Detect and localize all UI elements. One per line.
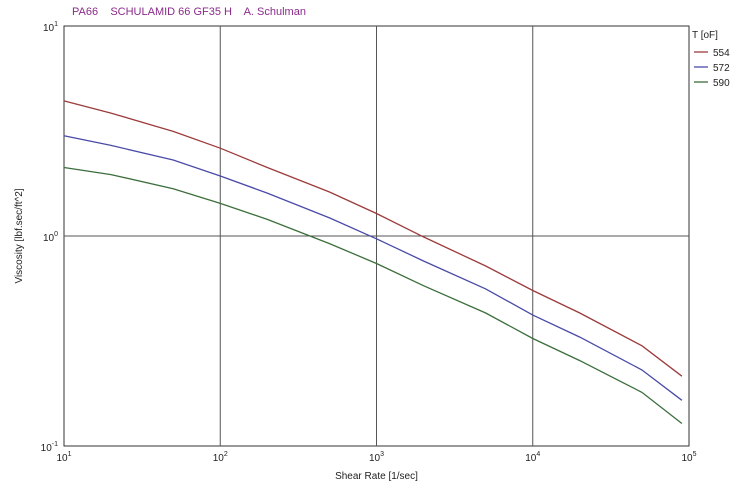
legend-label-554: 554 xyxy=(713,48,730,59)
x-tick-label: 102 xyxy=(213,451,228,464)
y-tick-label: 100 xyxy=(43,231,58,244)
tick-labels: 101 102 103 104 105 10-1 100 101 xyxy=(41,21,697,464)
x-tick-label: 104 xyxy=(525,451,540,464)
series-line-590 xyxy=(63,166,683,425)
x-tick-label: 103 xyxy=(369,451,384,464)
legend-label-572: 572 xyxy=(713,63,730,74)
legend: 554 572 590 xyxy=(694,48,730,89)
y-tick-label: 101 xyxy=(43,21,58,34)
chart-title: PA66 SCHULAMID 66 GF35 H A. Schulman xyxy=(72,6,306,18)
series-lines xyxy=(63,100,683,425)
x-tick-label: 101 xyxy=(56,451,71,464)
series-line-554 xyxy=(63,100,683,377)
legend-title: T [oF] xyxy=(692,30,718,41)
legend-label-590: 590 xyxy=(713,78,730,89)
series-line-572 xyxy=(63,135,683,401)
x-axis-label: Shear Rate [1/sec] xyxy=(335,471,418,482)
y-axis-label: Viscosity [lbf.sec/ft^2] xyxy=(14,188,25,283)
gridlines xyxy=(64,26,689,446)
x-tick-label: 105 xyxy=(681,451,696,464)
y-tick-label: 10-1 xyxy=(41,441,58,454)
